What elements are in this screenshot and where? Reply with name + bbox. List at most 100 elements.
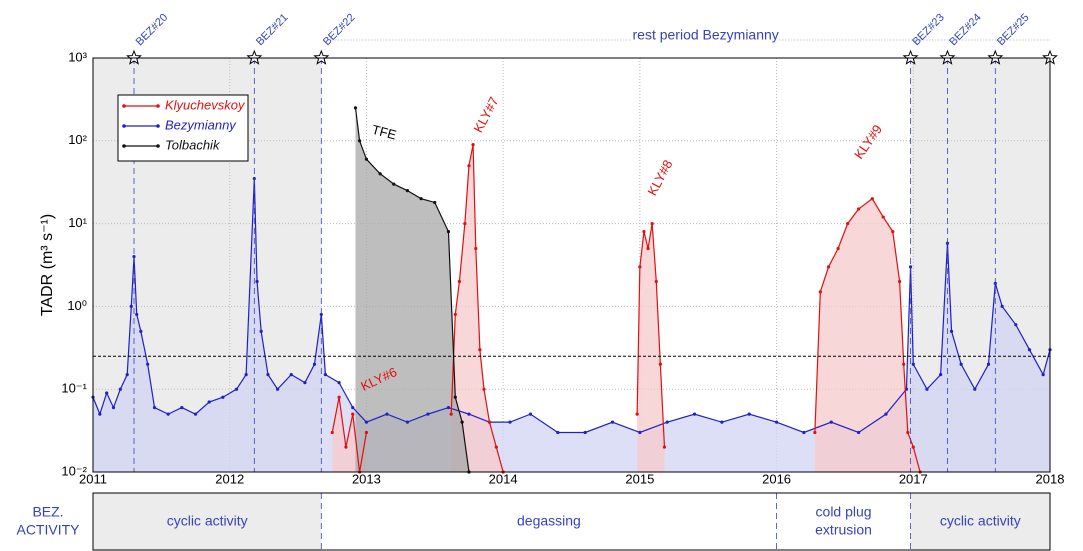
- event-star: [313, 49, 330, 65]
- annotation: KLY#9: [851, 122, 885, 162]
- plot-frame: [92, 57, 1051, 473]
- annotation: KLY#7: [470, 94, 501, 135]
- point: [857, 430, 861, 435]
- legend-marker: [156, 104, 160, 108]
- point: [259, 329, 263, 333]
- point: [193, 412, 198, 416]
- phase-label: cyclic activity: [167, 513, 248, 529]
- point: [662, 445, 667, 449]
- legend-label: Bezymianny: [165, 117, 237, 132]
- point: [132, 254, 136, 259]
- point: [610, 420, 615, 424]
- point: [152, 405, 157, 410]
- y-tick-label: 10⁰: [67, 298, 87, 313]
- legend-marker: [122, 144, 126, 148]
- legend-marker: [156, 124, 160, 128]
- point: [836, 246, 840, 251]
- legend-label: Tolbachik: [165, 137, 221, 152]
- activity-title: ACTIVITY: [16, 522, 80, 538]
- point: [870, 197, 874, 201]
- y-tick-label: 10⁻¹: [61, 381, 87, 396]
- activity-frame: [92, 492, 1051, 551]
- annotation: TFE: [370, 122, 398, 143]
- point: [658, 362, 662, 366]
- point: [638, 430, 642, 435]
- point: [323, 373, 328, 377]
- point: [986, 362, 991, 366]
- point: [467, 164, 471, 168]
- phase-label: cold plug: [816, 504, 872, 520]
- point: [774, 420, 779, 424]
- point: [720, 420, 724, 424]
- event-label: BEZ#24: [947, 12, 984, 49]
- point: [221, 395, 225, 399]
- point: [898, 279, 902, 284]
- point: [125, 373, 129, 377]
- event-label: BEZ#21: [254, 12, 291, 49]
- point: [646, 246, 650, 251]
- point: [146, 362, 150, 366]
- point: [446, 230, 451, 234]
- phase-box: [910, 493, 1050, 551]
- line: [331, 144, 921, 473]
- x-tick-label: 2013: [352, 471, 381, 486]
- point: [1000, 304, 1004, 308]
- activity-title: BEZ.: [32, 504, 63, 520]
- event-star: [987, 49, 1004, 65]
- point: [494, 445, 498, 449]
- point: [255, 279, 259, 284]
- point: [813, 430, 817, 435]
- point: [471, 142, 475, 147]
- point: [467, 412, 471, 416]
- point: [453, 312, 457, 317]
- point: [925, 387, 929, 391]
- phase-box: [776, 493, 911, 551]
- point: [665, 420, 669, 424]
- point: [906, 430, 910, 435]
- point: [1014, 323, 1018, 327]
- point: [829, 420, 833, 424]
- x-tick-label: 2011: [79, 471, 107, 486]
- point: [463, 222, 467, 226]
- point: [891, 230, 895, 234]
- point: [166, 412, 170, 416]
- point: [312, 362, 317, 366]
- point: [351, 412, 355, 416]
- point: [1027, 348, 1032, 352]
- point: [846, 222, 850, 226]
- y-axis-label: TADR (m³ s⁻¹): [39, 214, 56, 316]
- point: [330, 430, 334, 435]
- event-label: BEZ#22: [321, 12, 358, 49]
- y-tick-label: 10⁻²: [61, 463, 87, 478]
- x-tick-label: 2018: [1036, 471, 1065, 486]
- point: [650, 222, 654, 226]
- point: [319, 312, 323, 317]
- point: [392, 182, 396, 186]
- point: [747, 412, 751, 416]
- point: [129, 304, 133, 308]
- event-star: [902, 49, 919, 65]
- point: [939, 373, 943, 377]
- line: [354, 107, 470, 473]
- phase-label: cyclic activity: [940, 513, 1021, 529]
- area: [332, 144, 921, 472]
- point: [419, 197, 423, 201]
- event-star: [246, 49, 263, 65]
- point: [385, 412, 389, 416]
- point: [405, 189, 410, 193]
- point: [139, 329, 143, 333]
- point: [364, 430, 369, 435]
- point: [353, 106, 358, 110]
- point: [207, 400, 211, 404]
- x-tick-label: 2016: [762, 471, 791, 486]
- point: [692, 412, 697, 416]
- point: [826, 265, 831, 269]
- point: [911, 362, 915, 366]
- point: [902, 362, 906, 366]
- point: [378, 172, 382, 176]
- point: [959, 362, 963, 366]
- point: [244, 373, 248, 377]
- point: [949, 329, 954, 333]
- point: [460, 420, 464, 424]
